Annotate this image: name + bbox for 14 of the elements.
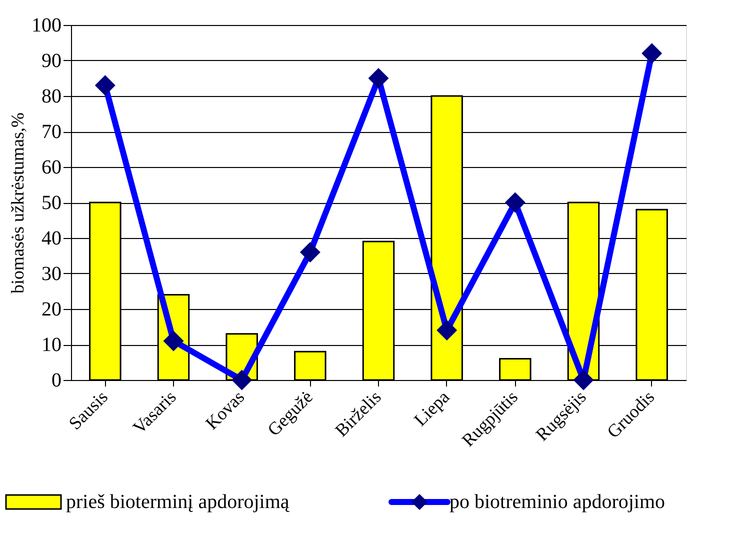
y-tick-label: 0 [52, 370, 62, 392]
y-tick-label: 60 [42, 156, 62, 178]
y-tick-label: 30 [42, 263, 62, 285]
y-tick-label: 70 [42, 121, 62, 143]
y-tick-label: 20 [42, 298, 62, 320]
legend-label: prieš bioterminį apdorojimą [66, 491, 290, 513]
y-axis-title: biomasės užkrėstumas,% [8, 112, 28, 294]
legend-label: po biotreminio apdorojimo [450, 491, 666, 513]
y-tick-label: 10 [42, 334, 62, 356]
y-tick-label: 80 [42, 86, 62, 108]
y-tick-label: 90 [42, 50, 62, 72]
y-tick-label: 50 [42, 192, 62, 214]
y-tick-label: 40 [42, 228, 62, 250]
y-tick-label: 100 [32, 14, 62, 36]
